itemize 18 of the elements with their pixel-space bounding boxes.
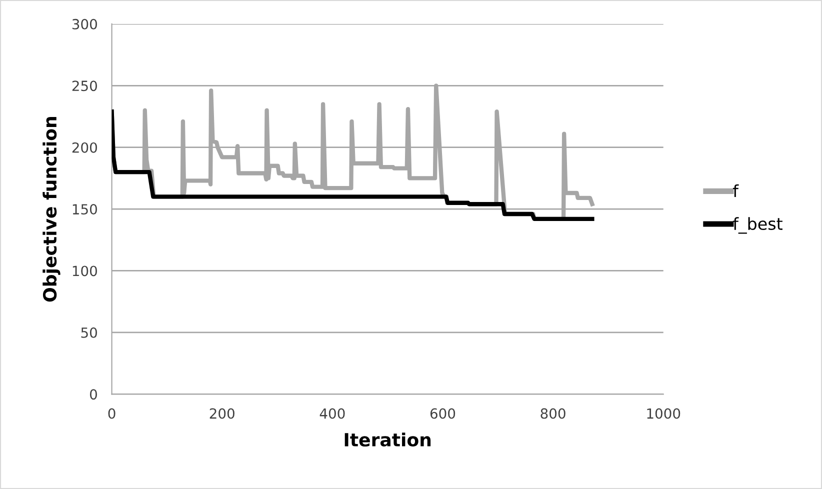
x-axis-title: Iteration bbox=[344, 432, 431, 447]
x-tick-label: 200 bbox=[210, 408, 234, 419]
y-axis-title: Objective function bbox=[42, 117, 60, 302]
y-tick-label: 300 bbox=[72, 18, 97, 30]
y-tick-label: 50 bbox=[81, 327, 97, 338]
y-tick-label: 0 bbox=[90, 389, 97, 400]
y-tick-label: 250 bbox=[72, 80, 97, 92]
y-tick-label: 100 bbox=[72, 266, 97, 276]
y-tick-label: 150 bbox=[72, 204, 97, 215]
legend-label: f bbox=[732, 184, 739, 198]
x-tick-label: 800 bbox=[540, 408, 566, 419]
x-tick-label: 600 bbox=[430, 408, 456, 419]
y-tick-label: 200 bbox=[72, 142, 97, 153]
legend-label: f_best bbox=[732, 217, 782, 234]
x-tick-label: 0 bbox=[108, 408, 116, 419]
x-tick-label: 400 bbox=[320, 408, 345, 419]
x-tick-label: 1000 bbox=[647, 408, 680, 419]
line-series bbox=[112, 109, 594, 222]
